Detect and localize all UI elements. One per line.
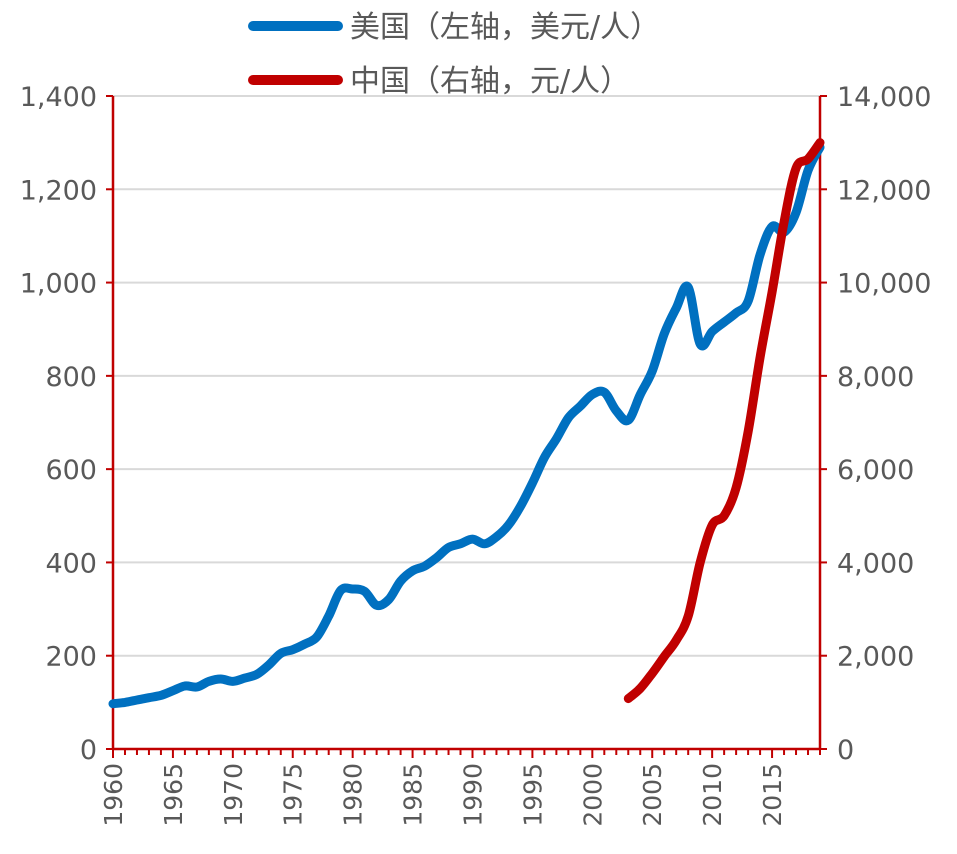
right-tick-label: 12,000 (837, 175, 931, 206)
axes (111, 96, 822, 751)
left-y-tick-labels: 0 200 400 600 800 1,000 1,200 1,400 (20, 82, 97, 766)
x-tick-label: 1980 (339, 763, 368, 827)
left-tick-label: 1,200 (20, 175, 97, 206)
right-tick-label: 8,000 (837, 362, 914, 393)
x-tick-label: 2010 (698, 763, 727, 827)
x-tick-label: 1985 (399, 763, 428, 827)
x-tick-label: 1970 (219, 763, 248, 827)
tick-marks (106, 95, 827, 758)
gridlines (113, 95, 820, 657)
left-tick-label: 400 (45, 548, 97, 579)
x-tick-label: 1965 (159, 763, 188, 827)
right-tick-label: 0 (837, 735, 854, 766)
right-tick-label: 4,000 (837, 548, 914, 579)
left-tick-label: 600 (45, 455, 97, 486)
x-tick-label: 2000 (578, 763, 607, 827)
series-line-cn (623, 138, 825, 704)
x-tick-labels: 1960 1965 1970 1975 1980 1985 1990 1995 2000 2005… (99, 763, 787, 827)
x-tick-label: 1990 (458, 763, 487, 827)
right-tick-label: 2,000 (837, 642, 914, 673)
x-tick-label: 1960 (99, 763, 128, 827)
x-tick-label: 2005 (638, 763, 667, 827)
x-tick-label: 1995 (518, 763, 547, 827)
right-y-tick-labels: 0 2,000 4,000 6,000 8,000 10,000 12,000 14,000 (837, 82, 931, 766)
left-tick-label: 0 (80, 735, 97, 766)
series-lines (108, 138, 825, 709)
legend: 美国（左轴，美元/人） 中国（右轴，元/人） (248, 10, 660, 99)
left-tick-label: 1,000 (20, 269, 97, 300)
legend-label-us: 美国（左轴，美元/人） (350, 10, 660, 45)
left-tick-label: 1,400 (20, 82, 97, 113)
x-tick-label: 2015 (758, 763, 787, 827)
x-tick-label: 1975 (279, 763, 308, 827)
legend-label-cn: 中国（右轴，元/人） (350, 64, 630, 99)
series-line-us (108, 142, 825, 709)
right-tick-label: 10,000 (837, 269, 931, 300)
right-tick-label: 6,000 (837, 455, 914, 486)
left-tick-label: 800 (45, 362, 97, 393)
right-tick-label: 14,000 (837, 82, 931, 113)
left-tick-label: 200 (45, 642, 97, 673)
